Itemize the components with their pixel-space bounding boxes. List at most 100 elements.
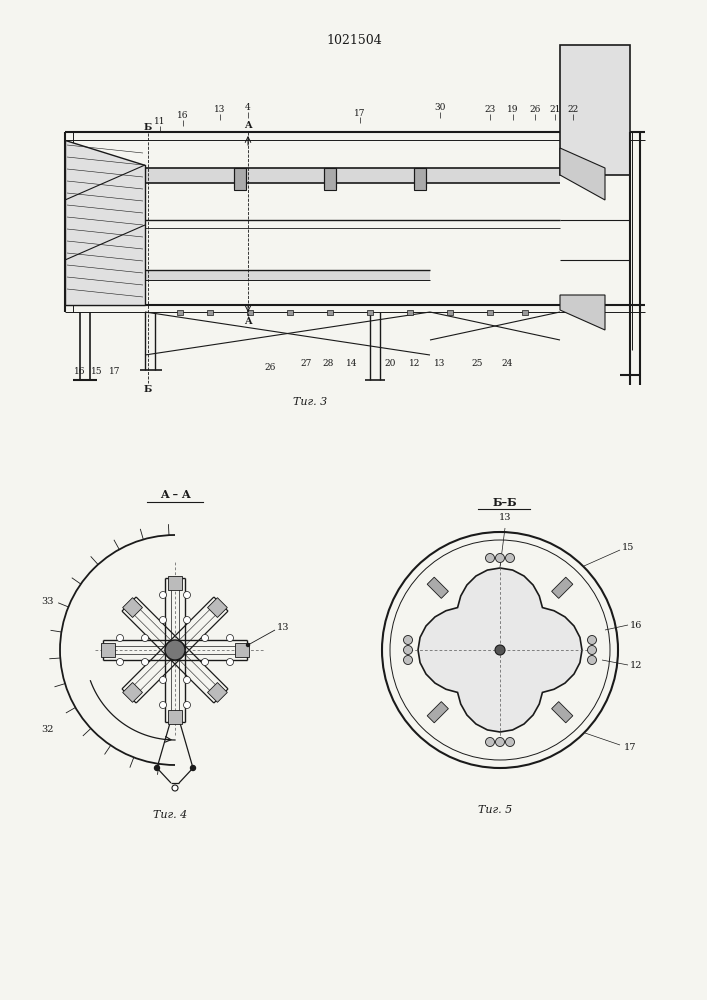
Text: 22: 22: [568, 105, 578, 114]
Circle shape: [160, 591, 167, 598]
Circle shape: [588, 656, 597, 664]
Circle shape: [495, 645, 505, 655]
Text: 20: 20: [385, 359, 396, 367]
Bar: [324, 168, 336, 190]
Text: A: A: [244, 318, 252, 326]
Text: Τиг. 3: Τиг. 3: [293, 397, 327, 407]
Circle shape: [506, 554, 515, 562]
Circle shape: [486, 738, 494, 746]
Polygon shape: [427, 702, 448, 723]
Text: Τиг. 5: Τиг. 5: [478, 805, 512, 815]
Polygon shape: [65, 140, 145, 305]
Polygon shape: [168, 710, 182, 724]
Polygon shape: [551, 577, 573, 598]
Text: 1021504: 1021504: [326, 33, 382, 46]
Circle shape: [496, 554, 505, 562]
Circle shape: [588, 636, 597, 645]
Circle shape: [506, 738, 515, 746]
Circle shape: [226, 658, 233, 666]
Text: 15: 15: [91, 367, 103, 376]
Polygon shape: [208, 598, 228, 617]
Text: 17: 17: [354, 108, 366, 117]
Polygon shape: [418, 568, 582, 732]
Circle shape: [190, 766, 196, 770]
Text: 32: 32: [41, 726, 53, 734]
Bar: [560, 45, 630, 175]
Circle shape: [172, 785, 178, 791]
Text: 17: 17: [624, 742, 636, 752]
Circle shape: [155, 766, 160, 770]
Text: Б–Б: Б–Б: [493, 496, 518, 508]
Polygon shape: [235, 643, 249, 657]
Circle shape: [486, 554, 494, 562]
Bar: [522, 310, 528, 315]
Circle shape: [184, 676, 190, 684]
Polygon shape: [551, 702, 573, 723]
Circle shape: [141, 658, 148, 666]
Circle shape: [160, 702, 167, 708]
Text: 23: 23: [484, 105, 496, 114]
Text: 26: 26: [530, 105, 541, 114]
Text: 27: 27: [300, 359, 312, 367]
Text: 17: 17: [110, 367, 121, 376]
Text: Б: Б: [144, 122, 152, 131]
Text: 21: 21: [549, 105, 561, 114]
Text: 26: 26: [264, 363, 276, 372]
Text: 33: 33: [41, 597, 53, 606]
Bar: [407, 310, 413, 315]
Circle shape: [496, 738, 505, 746]
Circle shape: [184, 616, 190, 624]
Bar: [447, 310, 453, 315]
Text: 13: 13: [214, 105, 226, 114]
Text: 4: 4: [245, 104, 251, 112]
Bar: [247, 310, 253, 315]
Text: 16: 16: [630, 620, 642, 630]
Text: Τиг. 4: Τиг. 4: [153, 810, 187, 820]
Circle shape: [160, 616, 167, 624]
Circle shape: [588, 646, 597, 654]
Bar: [487, 310, 493, 315]
Text: Б: Б: [144, 385, 152, 394]
Circle shape: [165, 640, 185, 660]
Polygon shape: [560, 295, 605, 330]
Text: 12: 12: [630, 660, 642, 670]
Circle shape: [247, 644, 250, 647]
Circle shape: [201, 658, 209, 666]
Circle shape: [404, 636, 412, 645]
Circle shape: [201, 635, 209, 642]
Bar: [287, 310, 293, 315]
Circle shape: [404, 646, 412, 654]
Bar: [177, 310, 183, 315]
Polygon shape: [101, 643, 115, 657]
Bar: [145, 168, 560, 183]
Circle shape: [117, 635, 124, 642]
Text: 13: 13: [434, 359, 445, 367]
Text: 24: 24: [501, 359, 513, 367]
Bar: [234, 168, 246, 190]
Polygon shape: [427, 577, 448, 598]
Text: 16: 16: [74, 367, 86, 376]
Text: 15: 15: [622, 544, 634, 552]
Text: A: A: [244, 121, 252, 130]
Text: 25: 25: [472, 359, 483, 367]
Circle shape: [184, 591, 190, 598]
Polygon shape: [208, 683, 228, 702]
Text: 11: 11: [154, 117, 165, 126]
Circle shape: [404, 656, 412, 664]
Text: 14: 14: [346, 359, 358, 367]
Bar: [145, 270, 430, 280]
Circle shape: [184, 702, 190, 708]
Text: A – A: A – A: [160, 489, 190, 500]
Polygon shape: [123, 683, 143, 702]
Bar: [207, 310, 213, 315]
Text: 12: 12: [409, 359, 421, 367]
Circle shape: [160, 676, 167, 684]
Text: 13: 13: [498, 514, 511, 522]
Polygon shape: [168, 576, 182, 590]
Bar: [367, 310, 373, 315]
Text: 16: 16: [177, 111, 189, 120]
Circle shape: [117, 658, 124, 666]
Text: 30: 30: [434, 104, 445, 112]
Text: 19: 19: [507, 105, 519, 114]
Circle shape: [141, 635, 148, 642]
